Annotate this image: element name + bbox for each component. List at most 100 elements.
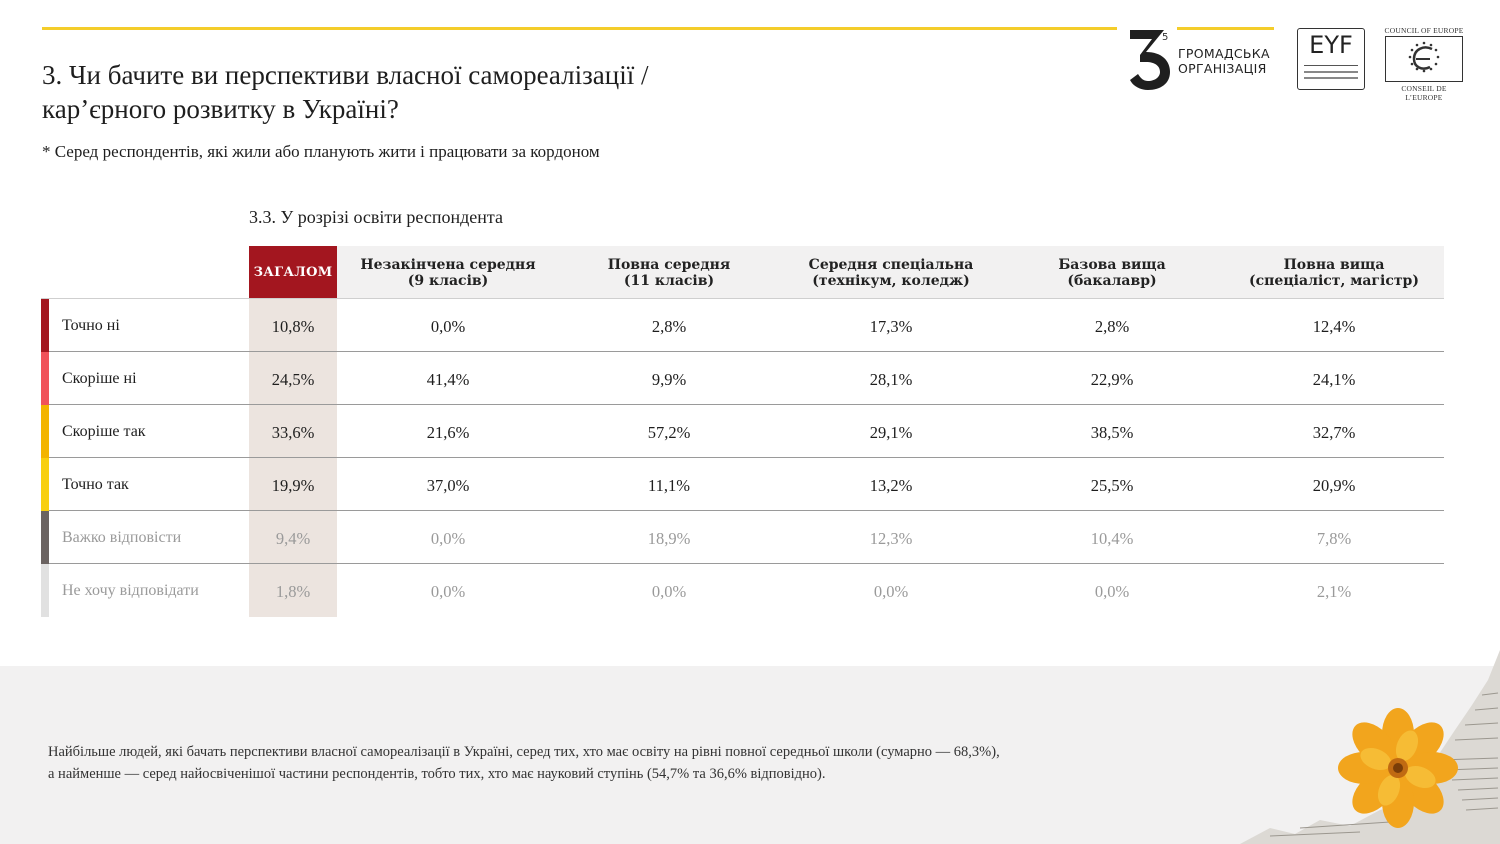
header-col-2-line-0: Повна середня: [607, 256, 731, 273]
cell-total: 10,8%: [271, 317, 315, 336]
cell-value: 12,3%: [869, 529, 913, 548]
cell-value: 0,0%: [651, 582, 687, 601]
table-row: Скоріше так 33,6% 21,6% 57,2% 29,1% 38,5% 32,7…: [41, 405, 1444, 458]
org-name-line-1: ГРОМАДСЬКА: [1178, 46, 1270, 61]
cell-value: 22,9%: [1090, 370, 1134, 389]
header-col-4: Базова вища (бакалавр): [1005, 246, 1220, 299]
row-divider: [49, 404, 1444, 405]
header-col-1-line-0: Незакінчена середня: [360, 256, 536, 273]
header-col-3: Середня спеціальна (технікум, коледж): [771, 246, 1011, 299]
cell-value: 25,5%: [1090, 476, 1134, 495]
eyf-logo-microtext: [1304, 71, 1358, 73]
header-col-5-line-1: (спеціаліст, магістр): [1249, 272, 1419, 289]
header-col-5-line-0: Повна вища: [1283, 256, 1385, 273]
cell-value: 29,1%: [869, 423, 913, 442]
header-total: ЗАГАЛОМ: [249, 246, 337, 299]
eyf-logo-microtext-2: [1304, 77, 1358, 79]
coe-emblem-box: [1385, 36, 1463, 82]
row-color-marker: [41, 352, 49, 405]
cell-total: 19,9%: [271, 476, 315, 495]
council-of-europe-logo: COUNCIL OF EUROPE CONSEIL DE L’EUROPE: [1383, 26, 1465, 102]
summary-line-1: Найбільше людей, які бачать перспективи …: [48, 744, 1000, 760]
flower-icon: [1240, 650, 1500, 844]
title-line-2: кар’єрного розвитку в Україні?: [42, 94, 399, 124]
cell-value: 12,4%: [1312, 317, 1356, 336]
table-row: Важко відповісти 9,4% 0,0% 18,9% 12,3% 10,4% 7…: [41, 511, 1444, 564]
eyf-logo-text: EYF: [1309, 31, 1353, 59]
header-col-1-line-1: (9 класів): [407, 272, 489, 289]
row-color-marker: [41, 564, 49, 617]
coe-emblem-icon: [1408, 41, 1440, 73]
row-color-marker: [41, 299, 49, 352]
header-col-1: Незакінчена середня (9 класів): [341, 246, 556, 299]
row-divider: [49, 351, 1444, 352]
cell-value: 17,3%: [869, 317, 913, 336]
title-line-1: 3. Чи бачите ви перспективи власної само…: [42, 60, 649, 90]
cell-value: 57,2%: [647, 423, 691, 442]
cell-value: 10,4%: [1090, 529, 1134, 548]
row-label: Важко відповісти: [62, 529, 182, 546]
cell-value: 9,9%: [651, 370, 687, 389]
summary-line-2: а найменше — серед найосвіченішої частин…: [48, 766, 826, 782]
eyf-logo: EYF: [1297, 28, 1365, 90]
row-color-marker: [41, 458, 49, 511]
cell-value: 24,1%: [1312, 370, 1356, 389]
coe-bottom-text: CONSEIL DE L’EUROPE: [1401, 84, 1447, 102]
row-divider: [49, 457, 1444, 458]
org-35-logo: 5 ГРОМАДСЬКА ОРГАНІЗАЦІЯ: [1128, 28, 1274, 92]
cell-value: 2,8%: [651, 317, 687, 336]
header-col-4-line-0: Базова вища: [1058, 256, 1166, 273]
top-rule-right: [1177, 27, 1274, 30]
cell-value: 18,9%: [647, 529, 691, 548]
row-divider: [49, 563, 1444, 564]
cell-total: 9,4%: [275, 529, 311, 548]
cell-value: 0,0%: [430, 582, 466, 601]
cell-value: 38,5%: [1090, 423, 1134, 442]
table-row: Точно так 19,9% 37,0% 11,1% 13,2% 25,5% 20,9%: [41, 458, 1444, 511]
table-row: Не хочу відповідати 1,8% 0,0% 0,0% 0,0% 0,0% 2…: [41, 564, 1444, 617]
header-col-2: Повна середня (11 класів): [562, 246, 777, 299]
cell-value: 13,2%: [869, 476, 913, 495]
cell-value: 32,7%: [1312, 423, 1356, 442]
cell-total: 24,5%: [271, 370, 315, 389]
total-column-background: [249, 299, 337, 617]
flower-decoration: [1240, 650, 1500, 844]
cell-value: 11,1%: [647, 476, 690, 495]
row-label: Скоріше так: [62, 423, 146, 440]
header-col-4-line-1: (бакалавр): [1067, 272, 1157, 289]
cell-value: 7,8%: [1316, 529, 1352, 548]
cell-value: 28,1%: [869, 370, 913, 389]
cell-value: 0,0%: [1094, 582, 1130, 601]
row-divider: [49, 510, 1444, 511]
header-col-3-line-1: (технікум, коледж): [812, 272, 970, 289]
number-3-icon: [1130, 30, 1170, 90]
table-row: Точно ні 10,8% 0,0% 2,8% 17,3% 2,8% 12,4%: [41, 299, 1444, 352]
cell-value: 21,6%: [426, 423, 470, 442]
row-color-marker: [41, 405, 49, 458]
summary-note: Найбільше людей, які бачать перспективи …: [48, 741, 1248, 785]
header-col-5: Повна вища (спеціаліст, магістр): [1227, 246, 1442, 299]
section-title: 3.3. У розрізі освіти респондента: [249, 207, 503, 227]
cell-value: 2,8%: [1094, 317, 1130, 336]
cell-value: 20,9%: [1312, 476, 1356, 495]
org-superscript: 5: [1162, 32, 1169, 43]
org-name-line-2: ОРГАНІЗАЦІЯ: [1178, 61, 1267, 76]
header-divider: [41, 298, 1444, 299]
page-subtitle: * Серед респондентів, які жили або плану…: [42, 142, 600, 161]
header-col-2-line-1: (11 класів): [623, 272, 715, 289]
cell-total: 1,8%: [275, 582, 311, 601]
cell-value: 0,0%: [430, 317, 466, 336]
row-label: Точно ні: [62, 317, 120, 334]
row-label: Точно так: [62, 476, 129, 493]
cell-value: 0,0%: [873, 582, 909, 601]
cell-value: 41,4%: [426, 370, 470, 389]
eyf-logo-rule: [1304, 65, 1358, 66]
row-label: Не хочу відповідати: [62, 582, 199, 599]
cell-value: 37,0%: [426, 476, 470, 495]
cell-value: 0,0%: [430, 529, 466, 548]
header-col-3-line-0: Середня спеціальна: [808, 256, 974, 273]
row-label: Скоріше ні: [62, 370, 137, 387]
cell-total: 33,6%: [271, 423, 315, 442]
coe-top-text: COUNCIL OF EUROPE: [1384, 26, 1464, 35]
summary-band: [0, 666, 1500, 844]
